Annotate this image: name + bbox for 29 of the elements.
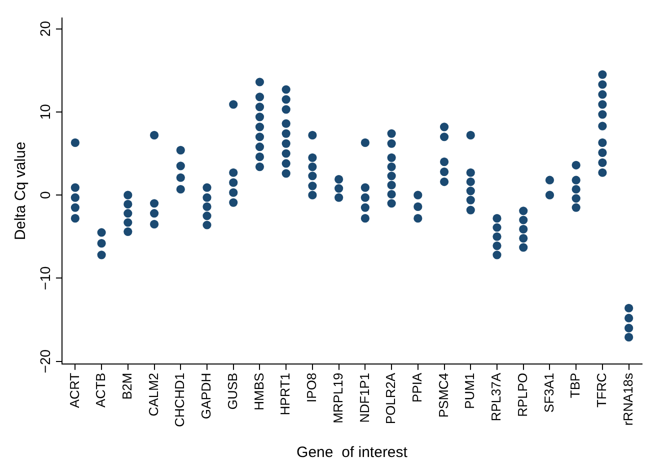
x-tick-label: B2M <box>119 372 134 400</box>
x-tick-label: PSMC4 <box>436 372 451 418</box>
y-tick-label: −10 <box>36 266 53 290</box>
x-tick-label: RPL37A <box>488 372 504 422</box>
y-tick-label: 0 <box>36 190 53 199</box>
x-tick-label: NDF1P1 <box>356 372 372 423</box>
x-tick-label: ACRT <box>66 372 82 408</box>
y-tick-label: 10 <box>36 104 53 120</box>
y-tick-label: 20 <box>36 20 53 37</box>
x-tick-label: POLR2A <box>383 372 398 424</box>
x-tick-label: GAPDH <box>198 372 214 420</box>
x-tick-label: RPLPO <box>514 372 530 417</box>
x-tick-label: PUM1 <box>462 372 478 409</box>
x-tick-label: CALM2 <box>146 372 161 416</box>
y-tick-label: −20 <box>36 349 53 374</box>
x-tick-label: GUSB <box>224 372 240 410</box>
x-tick-label: IPO8 <box>304 372 320 402</box>
x-tick-label: rRNA18s <box>620 372 636 426</box>
x-tick-label: HPRT1 <box>278 372 293 416</box>
x-tick-label: PPIA <box>409 372 424 402</box>
x-tick-label: MRPL19 <box>330 372 346 424</box>
x-axis-title: Gene of interest <box>296 444 408 462</box>
y-axis-title: Delta Cq value <box>12 142 30 240</box>
x-tick-label: SF3A1 <box>541 372 556 413</box>
x-tick-label: CHCHD1 <box>172 372 188 427</box>
x-tick-label: TFRC <box>594 372 610 408</box>
x-tick-label: ACTB <box>93 372 108 408</box>
x-tick-label: HMBS <box>251 372 266 410</box>
x-tick-label: TBP <box>568 372 583 398</box>
